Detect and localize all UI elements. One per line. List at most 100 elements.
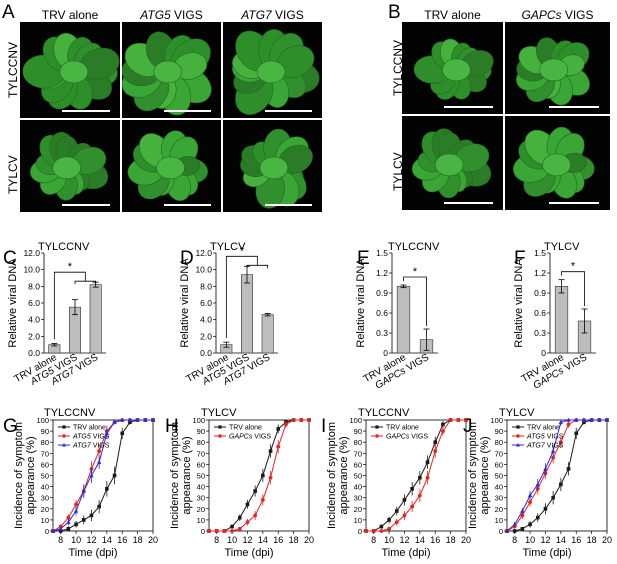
chart-title: TYLCCNV: [38, 241, 90, 253]
y-tick-label: 100: [349, 416, 362, 425]
data-point: [253, 513, 258, 518]
x-tick-label: 8: [214, 535, 219, 545]
legend-label: ATG7 VIGS: [72, 443, 110, 450]
y-tick-label: 0.3: [534, 328, 546, 338]
column-header: TRV alone: [424, 9, 480, 21]
data-point: [128, 420, 132, 425]
x-tick-label: 10: [227, 535, 237, 545]
y-tick-label: 50: [354, 472, 362, 481]
data-point: [268, 475, 273, 480]
data-point: [379, 524, 384, 529]
series-atg7: [50, 417, 156, 533]
data-point: [425, 460, 430, 464]
data-point: [543, 507, 548, 511]
y-tick-label: 90: [197, 427, 205, 436]
legend-marker: [62, 443, 66, 447]
x-tick-label: 14: [556, 535, 566, 545]
panel-letter: F: [514, 248, 526, 269]
legend-marker: [62, 434, 66, 438]
label-suffix: VIGS: [252, 434, 271, 441]
plant-photo: [505, 22, 610, 114]
legend-marker: [218, 434, 222, 438]
chart-d: D TYLCV 0.0 2.0 4.0 6.0 8.0 10.0 12.0 Relative vi…: [179, 241, 278, 388]
label-plain: TRV alone: [386, 425, 419, 432]
y-tick-label: 1.5: [534, 248, 546, 258]
y-tick-label: 0: [45, 527, 49, 536]
label-plain: TRV alone: [73, 425, 106, 432]
data-point: [566, 422, 571, 427]
data-point: [97, 449, 102, 453]
y-axis-label: appearance (%): [181, 436, 193, 514]
y-tick-label: 70: [495, 449, 503, 458]
label-suffix: VIGS: [560, 352, 589, 375]
y-tick-label: 40: [41, 483, 49, 492]
y-tick-label: 0.6: [376, 308, 388, 318]
y-tick-label: 0: [499, 527, 503, 536]
series-line: [52, 419, 153, 532]
leaf: [259, 156, 289, 180]
y-tick-label: 0.9: [534, 288, 546, 298]
plant-photo: [20, 22, 120, 118]
y-axis-label: Relative viral DNA: [513, 258, 525, 348]
y-tick-label: 100: [192, 416, 205, 425]
label-plain: TRV alone: [229, 425, 262, 432]
label-plain: TRV alone: [424, 8, 481, 22]
scale-bar: [163, 204, 212, 206]
chart-title: TYLCV: [201, 407, 237, 419]
y-axis-label: Relative viral DNA: [179, 258, 191, 348]
legend-marker: [516, 425, 520, 429]
y-tick-label: 2.0: [200, 331, 212, 341]
data-point: [535, 515, 540, 520]
data-point: [528, 500, 532, 505]
y-tick-label: 30: [197, 494, 205, 503]
y-tick-label: 10: [41, 516, 49, 525]
leaf: [153, 60, 183, 84]
y-tick-label: 60: [354, 460, 362, 469]
legend-marker: [516, 443, 520, 447]
label-plain: TRV alone: [527, 425, 560, 432]
x-tick-label: 12: [86, 535, 96, 545]
chart-title: TYLCCNV: [358, 407, 410, 419]
data-point: [456, 418, 461, 422]
data-point: [105, 487, 109, 491]
y-tick-label: 8.0: [200, 281, 212, 291]
data-point: [284, 422, 288, 427]
data-point: [520, 513, 525, 518]
data-point: [520, 526, 525, 531]
plant-photo: [122, 120, 221, 212]
data-point: [253, 489, 257, 493]
bar: [554, 286, 569, 354]
x-axis-label: Time (dpi): [522, 547, 571, 559]
leaf: [539, 58, 569, 82]
y-tick-label: 60: [41, 460, 49, 469]
label-suffix: VIGS: [409, 434, 428, 441]
data-point: [410, 504, 415, 509]
scale-bar: [62, 110, 110, 112]
label-suffix: VIGS: [545, 443, 564, 450]
y-tick-label: 70: [41, 449, 49, 458]
data-point: [237, 526, 242, 531]
plant-illustration: [122, 31, 212, 116]
panel-letter: I: [321, 416, 326, 437]
y-tick-label: 0.3: [376, 328, 388, 338]
data-point: [245, 502, 250, 507]
legend-label: GAPCs VIGS: [386, 434, 428, 441]
leaf: [59, 60, 89, 84]
data-point: [230, 524, 234, 529]
y-tick-label: 20: [197, 505, 205, 514]
plant-illustration: [516, 37, 590, 106]
data-point: [558, 419, 564, 424]
y-tick-label: 1.5: [376, 248, 388, 258]
data-point: [74, 522, 78, 527]
y-axis-label: Incidence of symptom: [467, 422, 479, 529]
plant-photo: [223, 22, 322, 118]
legend-label: TRV alone: [527, 425, 560, 432]
leaf: [442, 58, 471, 82]
data-point: [512, 529, 517, 533]
data-point: [112, 419, 117, 424]
leaf: [156, 156, 185, 180]
x-axis-label: Time (dpi): [68, 547, 117, 559]
bar: [241, 274, 253, 354]
data-point: [504, 528, 510, 533]
y-tick-label: 90: [354, 427, 362, 436]
